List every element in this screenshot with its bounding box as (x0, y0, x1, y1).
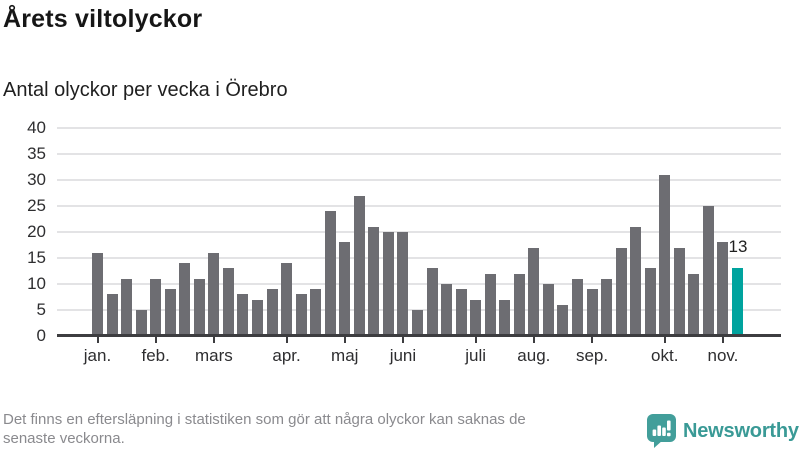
month-tick (401, 337, 404, 343)
x-axis-month-label: sep. (575, 346, 609, 365)
footer-note-line1: Det finns en eftersläpning i statistiken… (3, 411, 526, 428)
gridline (57, 283, 781, 285)
month-tick (212, 337, 215, 343)
gridline (57, 205, 781, 207)
bar (193, 278, 205, 336)
x-axis-month-label: mars (194, 346, 233, 365)
bar (382, 232, 394, 336)
bar (92, 252, 103, 336)
y-axis-tick-label: 5 (36, 300, 46, 319)
bar (324, 211, 336, 336)
bar (586, 289, 598, 336)
x-axis-line (57, 334, 781, 337)
bar (135, 310, 147, 336)
month-tick (721, 337, 724, 343)
newsworthy-logo: Newsworthy (647, 413, 799, 450)
gridline (57, 153, 781, 155)
y-axis-tick-label: 25 (27, 196, 46, 215)
y-axis-tick-label: 15 (27, 248, 46, 267)
y-axis-tick-label: 0 (36, 326, 46, 345)
month-tick (96, 337, 99, 343)
gridline (57, 257, 781, 259)
x-axis-month-label: maj (331, 346, 359, 365)
y-axis-tick-label: 30 (27, 170, 46, 189)
gridline (57, 231, 781, 233)
bar (251, 299, 263, 336)
month-tick (285, 337, 288, 343)
x-axis-month-label: jan. (83, 346, 112, 365)
bar (644, 268, 656, 336)
bar (557, 304, 569, 336)
gridline (57, 127, 781, 129)
bar (310, 289, 322, 336)
y-axis-tick-label: 20 (27, 222, 46, 241)
bar (571, 278, 583, 336)
bar (397, 232, 409, 336)
bar (528, 247, 540, 336)
bar (601, 278, 613, 336)
bar (513, 273, 525, 336)
bar (222, 268, 234, 336)
bar (121, 278, 133, 336)
highlighted-bar (731, 268, 743, 336)
bar (237, 294, 249, 336)
bar (441, 284, 453, 336)
bar (281, 263, 293, 336)
newsworthy-logo-text: Newsworthy (683, 420, 799, 442)
bar (368, 226, 380, 336)
newsworthy-logo-icon (647, 414, 677, 450)
x-axis-month-label: feb. (141, 346, 170, 365)
bar (266, 289, 278, 336)
y-axis-tick-label: 10 (27, 274, 46, 293)
bar-value-label: 13 (728, 237, 748, 256)
x-axis-month-label: juni (389, 346, 417, 365)
page-title: Årets viltolyckor (3, 5, 203, 33)
bar (673, 247, 685, 336)
bar (659, 174, 671, 336)
bar (106, 294, 118, 336)
bar (702, 206, 714, 336)
month-tick (663, 337, 666, 343)
x-axis-month-label: nov. (707, 346, 739, 365)
bar (164, 289, 176, 336)
x-axis-month-label: apr. (272, 346, 301, 365)
bar (630, 226, 642, 336)
bar (179, 263, 191, 336)
bar (339, 242, 351, 336)
y-axis-tick-label: 35 (27, 144, 46, 163)
month-tick (474, 337, 477, 343)
month-tick (532, 337, 535, 343)
bar (688, 273, 700, 336)
bar (150, 278, 162, 336)
bar (455, 289, 467, 336)
y-axis-tick-label: 40 (27, 118, 46, 137)
bar (499, 299, 511, 336)
bar (411, 310, 423, 336)
bar (615, 247, 627, 336)
month-tick (343, 337, 346, 343)
bar (426, 268, 438, 336)
gridline (57, 179, 781, 181)
footer-note: Det finns en eftersläpning i statistiken… (3, 410, 526, 448)
x-axis-month-label: aug. (517, 346, 551, 365)
bar (484, 273, 496, 336)
bar (208, 252, 220, 336)
bar (717, 242, 729, 336)
month-tick (591, 337, 594, 343)
x-axis-month-label: juli (465, 346, 487, 365)
bar (295, 294, 307, 336)
x-axis-month-label: okt. (651, 346, 679, 365)
bar (470, 299, 482, 336)
page-subtitle: Antal olyckor per vecka i Örebro (3, 79, 288, 101)
footer-note-line2: senaste veckorna. (3, 430, 125, 447)
bar (353, 195, 365, 336)
bar (542, 284, 554, 336)
month-tick (154, 337, 157, 343)
